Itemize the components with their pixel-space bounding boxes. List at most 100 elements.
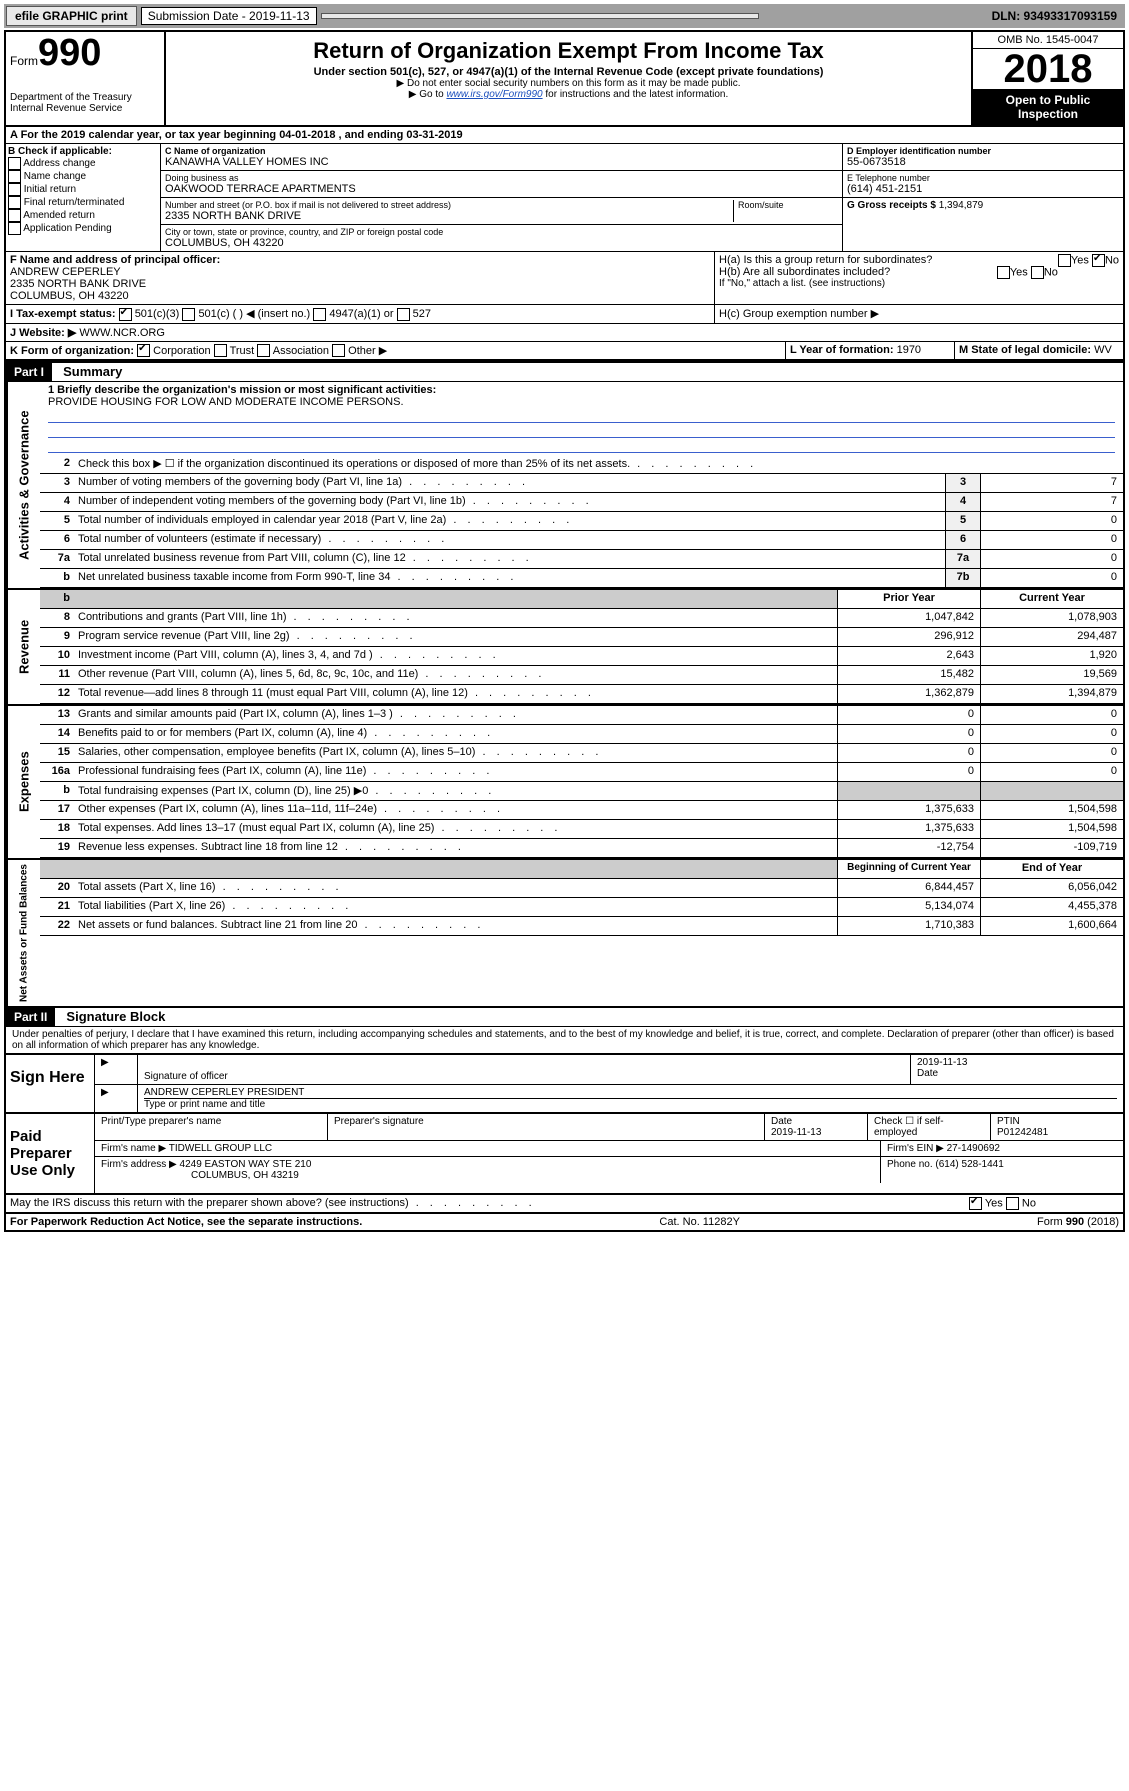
paid-preparer-section: Paid Preparer Use Only Print/Type prepar… [6, 1112, 1123, 1193]
phone-lbl: E Telephone number [847, 173, 1119, 183]
l-val: 1970 [897, 344, 921, 356]
data-line: 15Salaries, other compensation, employee… [40, 744, 1123, 763]
chk-4947[interactable] [313, 308, 326, 321]
tax-status-row: I Tax-exempt status: 501(c)(3) 501(c) ( … [6, 305, 1123, 324]
form-header: Form990 Department of the Treasury Inter… [6, 32, 1123, 127]
gov-line: 7aTotal unrelated business revenue from … [40, 550, 1123, 569]
chk-other[interactable] [332, 344, 345, 357]
footer: For Paperwork Reduction Act Notice, see … [6, 1213, 1123, 1230]
form-subtitle: Under section 501(c), 527, or 4947(a)(1)… [170, 66, 967, 78]
dept-label: Department of the Treasury [10, 92, 160, 103]
chk-trust[interactable] [214, 344, 227, 357]
check-applicable: B Check if applicable: Address change Na… [6, 144, 161, 251]
discuss-yes[interactable] [969, 1197, 982, 1210]
opt-501c3: 501(c)(3) [135, 308, 180, 320]
dba-lbl: Doing business as [165, 173, 838, 183]
row-a-tax-year: A For the 2019 calendar year, or tax yea… [6, 127, 1123, 144]
city-val: COLUMBUS, OH 43220 [165, 237, 838, 249]
data-line: 11Other revenue (Part VIII, column (A), … [40, 666, 1123, 685]
opt-app-pending[interactable]: Application Pending [8, 222, 158, 235]
sig-date: 2019-11-13 [917, 1057, 1117, 1068]
h-c: H(c) Group exemption number ▶ [715, 305, 1123, 323]
ptin-val: P01242481 [997, 1127, 1048, 1138]
gov-line: 3Number of voting members of the governi… [40, 474, 1123, 493]
data-line: 8Contributions and grants (Part VIII, li… [40, 609, 1123, 628]
part-i-title: Summary [55, 364, 122, 379]
side-expenses: Expenses [6, 706, 40, 858]
data-line: 18Total expenses. Add lines 13–17 (must … [40, 820, 1123, 839]
firm-phone: (614) 528-1441 [935, 1159, 1003, 1170]
chk-501c3[interactable] [119, 308, 132, 321]
opt-name-change[interactable]: Name change [8, 170, 158, 183]
goto-post: for instructions and the latest informat… [543, 89, 729, 100]
form-prefix: Form [10, 54, 38, 68]
sign-here-section: Sign Here ▶ Signature of officer 2019-11… [6, 1053, 1123, 1112]
opt-amended[interactable]: Amended return [8, 209, 158, 222]
rev-spacer [74, 590, 837, 608]
ein-lbl: D Employer identification number [847, 146, 991, 156]
mission-text: PROVIDE HOUSING FOR LOW AND MODERATE INC… [48, 396, 1115, 408]
officer-city: COLUMBUS, OH 43220 [10, 290, 710, 302]
efile-print-button[interactable]: efile GRAPHIC print [6, 6, 137, 26]
header-mid: Return of Organization Exempt From Incom… [166, 32, 971, 125]
opt-501c: 501(c) ( ) ◀ (insert no.) [198, 308, 310, 320]
m-val: WV [1094, 344, 1112, 356]
form-title: Return of Organization Exempt From Incom… [170, 38, 967, 64]
chk-527[interactable] [397, 308, 410, 321]
signer-name-lbl: Type or print name and title [144, 1099, 1117, 1110]
part-ii-tag: Part II [6, 1008, 55, 1026]
firm-ein: 27-1490692 [947, 1143, 1000, 1154]
opt-address-change[interactable]: Address change [8, 157, 158, 170]
chk-corp[interactable] [137, 344, 150, 357]
h-b-note: If "No," attach a list. (see instruction… [719, 278, 1119, 289]
revenue-section: Revenue b Prior Year Current Year 8Contr… [6, 588, 1123, 704]
f-lbl: F Name and address of principal officer: [10, 254, 220, 266]
mission-line [48, 423, 1115, 438]
officer-name: ANDREW CEPERLEY [10, 266, 710, 278]
prep-name-lbl: Print/Type preparer's name [95, 1114, 328, 1140]
firm-addr-lbl: Firm's address ▶ [101, 1159, 177, 1170]
opt-initial-return[interactable]: Initial return [8, 183, 158, 196]
row-a-text: A For the 2019 calendar year, or tax yea… [10, 129, 463, 141]
irs-link[interactable]: www.irs.gov/Form990 [446, 89, 542, 100]
name-address-col: C Name of organization KANAWHA VALLEY HO… [161, 144, 843, 251]
part-i-bar: Part I Summary [6, 361, 1123, 382]
data-line: 22Net assets or fund balances. Subtract … [40, 917, 1123, 936]
expenses-section: Expenses 13Grants and similar amounts pa… [6, 704, 1123, 858]
data-line: 17Other expenses (Part IX, column (A), l… [40, 801, 1123, 820]
gross-lbl: G Gross receipts $ [847, 200, 936, 211]
street-lbl: Number and street (or P.O. box if mail i… [165, 200, 733, 210]
data-line: bTotal fundraising expenses (Part IX, co… [40, 782, 1123, 801]
firm-addr: 4249 EASTON WAY STE 210 [180, 1159, 312, 1170]
chk-assoc[interactable] [257, 344, 270, 357]
sig-date-lbl: Date [917, 1068, 1117, 1079]
firm-city: COLUMBUS, OH 43219 [101, 1170, 299, 1181]
spacer-button [321, 13, 759, 19]
opt-4947: 4947(a)(1) or [329, 308, 393, 320]
gov-line: 6Total number of volunteers (estimate if… [40, 531, 1123, 550]
j-lbl: J Website: ▶ [10, 327, 76, 339]
gross-val: 1,394,879 [939, 200, 984, 211]
data-line: 12Total revenue—add lines 8 through 11 (… [40, 685, 1123, 704]
opt-final-return[interactable]: Final return/terminated [8, 196, 158, 209]
k-lbl: K Form of organization: [10, 345, 134, 357]
part-i-tag: Part I [6, 363, 52, 381]
h-b: H(b) Are all subordinates included? Yes … [719, 266, 1119, 278]
current-year-header: Current Year [980, 590, 1123, 608]
phone-val: (614) 451-2151 [847, 183, 1119, 195]
officer-street: 2335 NORTH BANK DRIVE [10, 278, 710, 290]
irs-label: Internal Revenue Service [10, 103, 160, 114]
form-container: Form990 Department of the Treasury Inter… [4, 30, 1125, 1232]
data-line: 10Investment income (Part VIII, column (… [40, 647, 1123, 666]
discuss-no[interactable] [1006, 1197, 1019, 1210]
website-row: J Website: ▶ WWW.NCR.ORG [6, 324, 1123, 342]
top-action-bar: efile GRAPHIC print Submission Date - 20… [4, 4, 1125, 28]
b-title: B Check if applicable: [8, 146, 112, 157]
firm-name: TIDWELL GROUP LLC [169, 1143, 272, 1154]
chk-501c[interactable] [182, 308, 195, 321]
h-a: H(a) Is this a group return for subordin… [719, 254, 1119, 266]
data-line: 9Program service revenue (Part VIII, lin… [40, 628, 1123, 647]
gov-line: 5Total number of individuals employed in… [40, 512, 1123, 531]
website-val: WWW.NCR.ORG [79, 327, 165, 339]
submission-date-box: Submission Date - 2019-11-13 [141, 7, 317, 25]
